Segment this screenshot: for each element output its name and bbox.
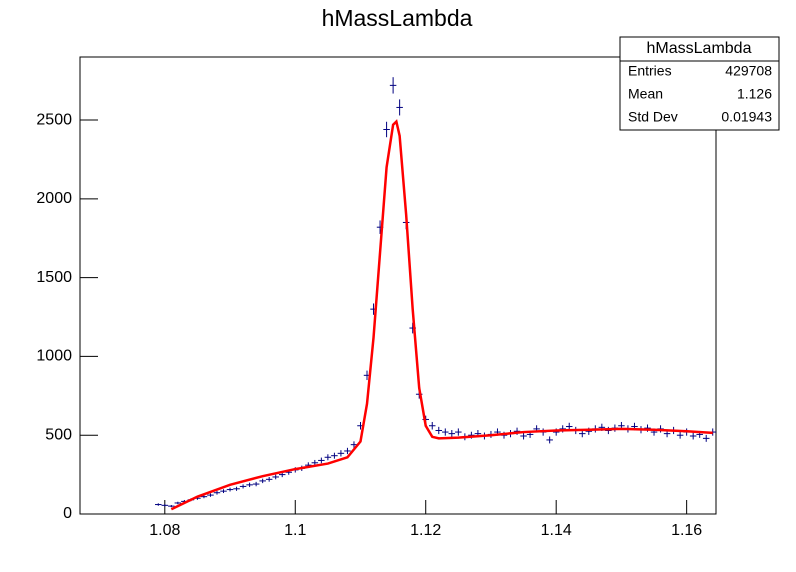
y-tick-label: 1500: [36, 269, 72, 286]
y-tick-label: 1000: [36, 348, 72, 365]
stats-value: 0.01943: [721, 109, 772, 125]
stats-box: hMassLambda Entries 429708 Mean 1.126 St…: [619, 36, 780, 131]
stats-key: Std Dev: [628, 109, 678, 125]
y-tick-label: 0: [63, 505, 72, 522]
x-tick-label: 1.08: [149, 522, 180, 539]
stats-key: Entries: [628, 63, 672, 79]
x-tick-label: 1.14: [541, 522, 572, 539]
fit-line: [170, 119, 713, 511]
stats-title: hMassLambda: [647, 40, 752, 57]
stats-key: Mean: [628, 86, 663, 102]
x-tick-label: 1.1: [284, 522, 306, 539]
stats-value: 429708: [725, 63, 772, 79]
stats-frame: [619, 36, 780, 131]
y-tick-label: 2000: [36, 190, 72, 207]
chart-title: hMassLambda: [322, 5, 473, 31]
x-tick-label: 1.16: [671, 522, 702, 539]
plot-frame: [79, 56, 717, 515]
y-tick-label: 2500: [36, 111, 72, 128]
y-tick-label: 500: [45, 426, 72, 443]
x-tick-label: 1.12: [410, 522, 441, 539]
stats-value: 1.126: [737, 86, 772, 102]
